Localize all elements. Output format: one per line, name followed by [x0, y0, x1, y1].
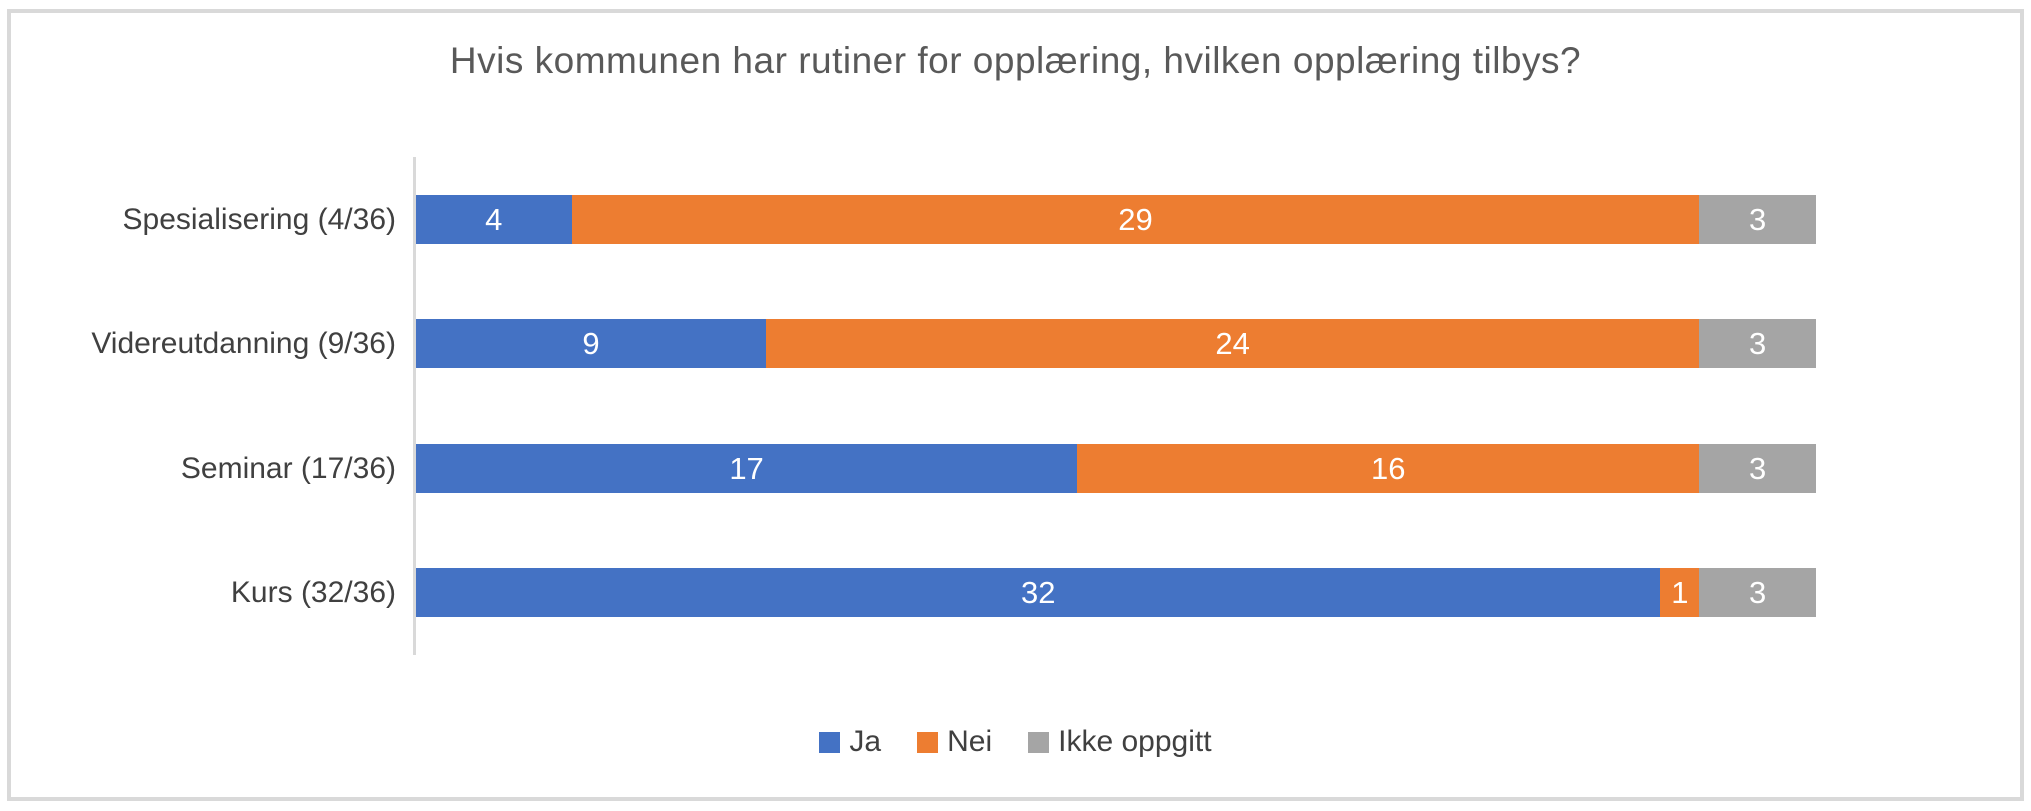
data-label: 29 [1118, 201, 1153, 237]
legend-item-ja: Ja [819, 725, 881, 759]
category-label: Videreutdanning (9/36) [91, 327, 396, 361]
chart-frame-border [7, 9, 2024, 801]
data-label: 3 [1749, 450, 1767, 486]
legend: Ja Nei Ikke oppgitt [0, 720, 2031, 764]
bar-segment-ikke-oppgitt: 3 [1699, 568, 1816, 618]
category-label: Seminar (17/36) [180, 451, 396, 485]
bar-segment-nei: 24 [766, 319, 1700, 369]
legend-item-ikke-oppgitt: Ikke oppgitt [1028, 725, 1212, 759]
bar-segment-nei: 1 [1660, 568, 1700, 618]
bar-segment-ikke-oppgitt: 3 [1699, 194, 1817, 244]
bar-segment-ja: 9 [416, 319, 766, 369]
legend-swatch-icon [819, 731, 841, 753]
data-label: 3 [1749, 575, 1767, 611]
data-label: 17 [729, 450, 764, 486]
bar-segment-ja: 32 [416, 568, 1661, 618]
legend-swatch-icon [1028, 731, 1050, 753]
stacked-bar: 17 16 3 [416, 443, 1816, 493]
data-label: 16 [1370, 450, 1406, 486]
data-label: 3 [1749, 201, 1767, 237]
legend-swatch-icon [917, 731, 939, 753]
category-label: Spesialisering (4/36) [122, 202, 396, 236]
bar-row: Seminar (17/36) 17 16 3 [0, 443, 2031, 493]
stacked-bar: 9 24 3 [416, 319, 1816, 369]
legend-item-nei: Nei [917, 725, 992, 759]
data-label: 4 [485, 201, 503, 237]
bar-row: Videreutdanning (9/36) 9 24 3 [0, 319, 2031, 369]
bar-segment-nei: 16 [1077, 443, 1700, 493]
bar-row: Spesialisering (4/36) 4 29 3 [0, 194, 2031, 244]
legend-label: Ikke oppgitt [1058, 725, 1212, 758]
stacked-bar: 4 29 3 [416, 194, 1817, 244]
bar-segment-ikke-oppgitt: 3 [1699, 443, 1816, 493]
data-label: 9 [582, 326, 600, 362]
bar-segment-ja: 17 [416, 443, 1078, 493]
chart-title: Hvis kommunen har rutiner for opplæring,… [449, 40, 1582, 81]
bar-segment-ikke-oppgitt: 3 [1699, 319, 1816, 369]
legend-label: Nei [947, 725, 993, 758]
data-label: 1 [1671, 575, 1689, 611]
data-label: 32 [1020, 575, 1056, 611]
data-label: 3 [1749, 326, 1767, 362]
category-label: Kurs (32/36) [230, 576, 396, 610]
data-label: 24 [1215, 326, 1250, 362]
bar-segment-ja: 4 [416, 194, 572, 244]
bar-row: Kurs (32/36) 32 1 3 [0, 568, 2031, 618]
y-axis-line [413, 157, 416, 655]
stacked-bar: 32 1 3 [416, 568, 1816, 618]
bar-segment-nei: 29 [571, 194, 1700, 244]
legend-label: Ja [849, 725, 882, 758]
